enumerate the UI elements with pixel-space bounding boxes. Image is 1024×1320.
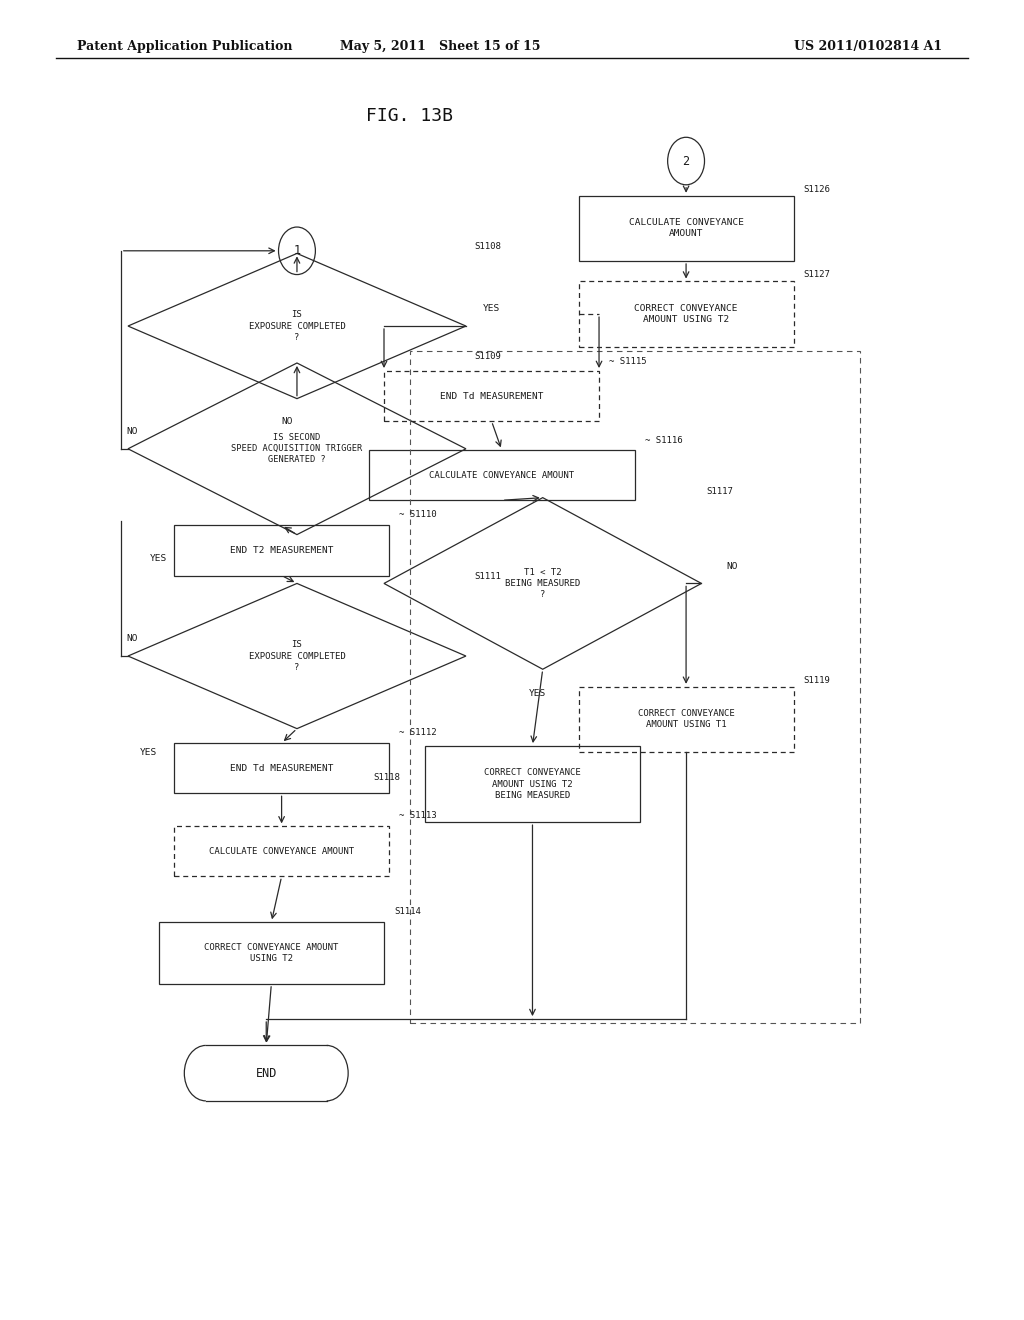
Text: YES: YES — [151, 554, 167, 562]
Bar — [159, 923, 384, 983]
Text: S1108: S1108 — [474, 243, 501, 251]
Text: CORRECT CONVEYANCE AMOUNT
USING T2: CORRECT CONVEYANCE AMOUNT USING T2 — [204, 942, 339, 964]
Text: YES: YES — [529, 689, 546, 697]
Text: FIG. 13B: FIG. 13B — [367, 107, 453, 125]
Text: S1127: S1127 — [804, 271, 830, 280]
Bar — [174, 826, 389, 876]
Bar — [410, 351, 860, 1023]
Text: 1: 1 — [294, 244, 300, 257]
Bar — [579, 281, 794, 347]
Text: S1118: S1118 — [374, 774, 400, 781]
Text: CORRECT CONVEYANCE
AMOUNT USING T2: CORRECT CONVEYANCE AMOUNT USING T2 — [634, 304, 738, 325]
Text: CORRECT CONVEYANCE
AMOUNT USING T1: CORRECT CONVEYANCE AMOUNT USING T1 — [638, 709, 734, 730]
Text: IS
EXPOSURE COMPLETED
?: IS EXPOSURE COMPLETED ? — [249, 640, 345, 672]
Bar — [384, 371, 599, 421]
Text: S1114: S1114 — [394, 907, 421, 916]
Text: END Td MEASUREMENT: END Td MEASUREMENT — [439, 392, 544, 400]
Text: CALCULATE CONVEYANCE AMOUNT: CALCULATE CONVEYANCE AMOUNT — [429, 471, 574, 479]
Text: ~ S1112: ~ S1112 — [399, 729, 437, 737]
Text: CALCULATE CONVEYANCE
AMOUNT: CALCULATE CONVEYANCE AMOUNT — [629, 218, 743, 239]
Text: S1119: S1119 — [804, 676, 830, 685]
Text: END: END — [256, 1067, 276, 1080]
Text: NO: NO — [126, 428, 137, 436]
Text: END Td MEASUREMENT: END Td MEASUREMENT — [229, 764, 334, 772]
Bar — [579, 686, 794, 752]
Text: NO: NO — [726, 562, 738, 570]
Text: May 5, 2011   Sheet 15 of 15: May 5, 2011 Sheet 15 of 15 — [340, 40, 541, 53]
Text: YES: YES — [140, 748, 157, 756]
Text: S1126: S1126 — [804, 185, 830, 194]
Bar — [174, 743, 389, 793]
Bar — [425, 746, 640, 822]
Text: S1109: S1109 — [474, 352, 501, 360]
Text: END T2 MEASUREMENT: END T2 MEASUREMENT — [229, 546, 334, 554]
Text: NO: NO — [281, 417, 293, 425]
Text: IS SECOND
SPEED ACQUISITION TRIGGER
GENERATED ?: IS SECOND SPEED ACQUISITION TRIGGER GENE… — [231, 433, 362, 465]
Bar — [579, 195, 794, 261]
Text: Patent Application Publication: Patent Application Publication — [77, 40, 292, 53]
Text: CORRECT CONVEYANCE
AMOUNT USING T2
BEING MEASURED: CORRECT CONVEYANCE AMOUNT USING T2 BEING… — [484, 768, 581, 800]
Text: CALCULATE CONVEYANCE AMOUNT: CALCULATE CONVEYANCE AMOUNT — [209, 847, 354, 855]
Text: ~ S1110: ~ S1110 — [399, 511, 437, 519]
Text: YES: YES — [483, 305, 500, 313]
Text: ~ S1113: ~ S1113 — [399, 812, 437, 820]
Text: US 2011/0102814 A1: US 2011/0102814 A1 — [794, 40, 942, 53]
Text: T1 < T2
BEING MEASURED
?: T1 < T2 BEING MEASURED ? — [505, 568, 581, 599]
Text: 2: 2 — [683, 154, 689, 168]
Text: ~ S1115: ~ S1115 — [609, 358, 647, 366]
Text: NO: NO — [126, 635, 137, 643]
Text: S1111: S1111 — [474, 573, 501, 581]
Text: ~ S1116: ~ S1116 — [645, 437, 683, 445]
Bar — [174, 525, 389, 576]
Text: S1117: S1117 — [707, 487, 733, 495]
Bar — [369, 450, 635, 500]
Text: IS
EXPOSURE COMPLETED
?: IS EXPOSURE COMPLETED ? — [249, 310, 345, 342]
